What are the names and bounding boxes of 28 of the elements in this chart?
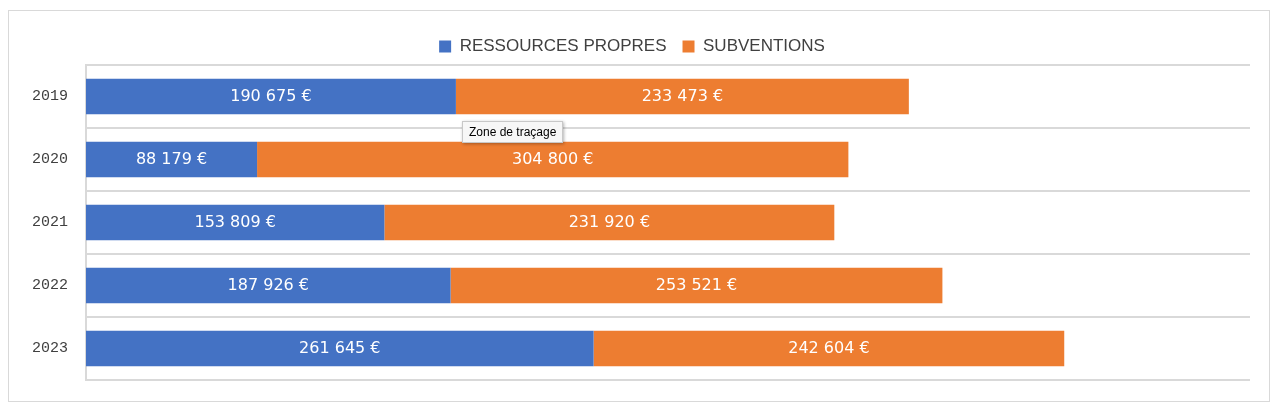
bar [86,78,456,115]
data-label: 190 675 € [230,85,312,105]
legend-label: SUBVENTIONS [703,36,825,56]
y-tick-label: 2020 [31,151,69,169]
data-label: 231 920 € [568,211,651,231]
bar [86,267,451,304]
data-label: 153 809 € [194,211,276,231]
bar [593,330,1065,367]
legend-label: RESSOURCES PROPRES [459,36,667,56]
bar [384,204,835,241]
data-label: 88 179 € [135,148,208,168]
y-tick-label: 2021 [31,214,69,232]
data-label: 187 926 € [227,274,310,294]
bar [450,267,943,304]
data-label: 253 521 € [655,274,738,294]
bar [86,204,385,241]
data-label: 242 604 € [788,337,870,357]
y-tick-label: 2023 [31,340,69,358]
data-label: 233 473 € [641,85,724,105]
annotation: Zone de traçage [462,121,564,143]
y-tick-label: 2022 [31,277,69,295]
y-tick-label: 2019 [31,88,69,106]
bar [257,141,849,178]
data-label: 304 800 € [512,148,594,168]
bar [455,78,909,115]
bar [86,141,258,178]
bar [86,330,594,367]
data-label: 261 645 € [299,337,381,357]
